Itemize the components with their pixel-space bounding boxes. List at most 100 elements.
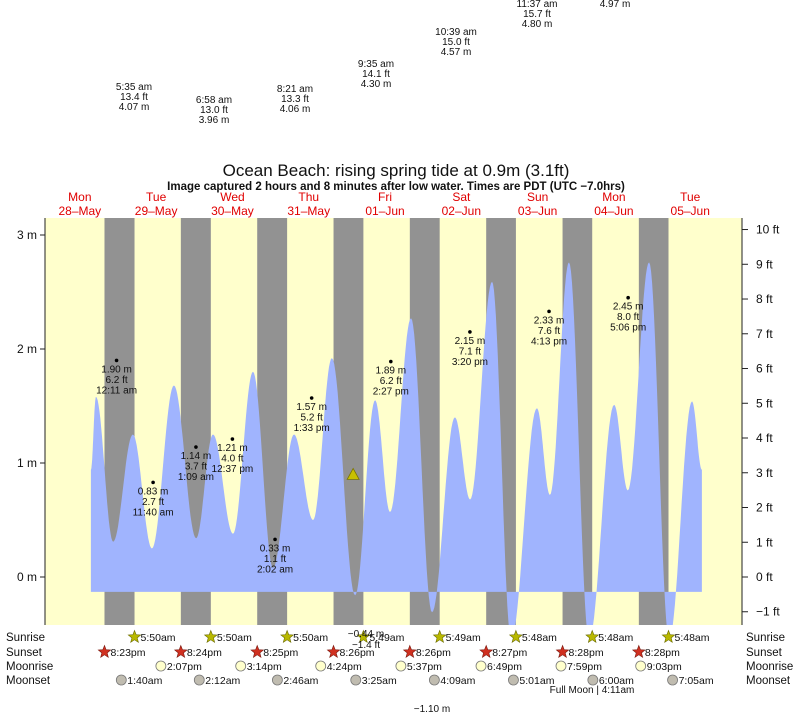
top-label: 5:35 am 13.4 ft 4.07 m xyxy=(115,82,153,113)
y-left-tick-label: 2 m xyxy=(17,342,37,356)
sunset-time: 8:27pm xyxy=(492,647,527,659)
low-label-bottom: −1.10 m xyxy=(414,704,450,713)
sunset-time: 8:25pm xyxy=(263,647,298,659)
y-right-tick-label: 8 ft xyxy=(756,292,773,306)
y-right-tick-label: 6 ft xyxy=(756,362,773,376)
day-name-label: Mon xyxy=(602,190,625,204)
y-left-tick-label: 3 m xyxy=(17,228,37,242)
moonset-time: 6:00am xyxy=(599,675,634,687)
day-name-label: Mon xyxy=(68,190,91,204)
tide-extreme-dot xyxy=(114,358,119,363)
moonrise-icon xyxy=(555,660,567,672)
day-date-label: 30–May xyxy=(211,204,254,218)
tide-extreme-label: 8.0 ft xyxy=(617,312,639,323)
current-tide-marker xyxy=(346,467,360,480)
moonrise-time: 5:37pm xyxy=(407,661,442,673)
sunset-icon xyxy=(326,644,341,658)
tide-extreme-label: 2:02 am xyxy=(257,564,293,575)
tide-extreme-label: 1.57 m xyxy=(296,402,327,413)
sunset-icon xyxy=(555,644,570,658)
y-right-tick-label: −1 ft xyxy=(756,605,780,619)
moonset-icon xyxy=(508,674,519,686)
tide-extreme-label: 3:20 pm xyxy=(452,357,488,368)
moonset-time: 2:12am xyxy=(205,675,240,687)
day-date-label: 04–Jun xyxy=(594,204,633,218)
top-label: 10:39 am 15.0 ft 4.57 m xyxy=(435,27,477,58)
moonrise-time: 3:14pm xyxy=(247,661,282,673)
sunrise-time: 5:49am xyxy=(446,632,481,644)
day-name-label: Thu xyxy=(298,190,319,204)
sunrise-time: 5:50am xyxy=(293,632,328,644)
tide-extreme-dot xyxy=(273,537,277,542)
tide-extreme-label: 12:11 am xyxy=(96,385,137,396)
day-name-label: Tue xyxy=(146,190,167,204)
y-left-tick-label: 0 m xyxy=(17,570,37,584)
sunset-icon xyxy=(631,644,646,658)
day-date-label: 02–Jun xyxy=(442,204,481,218)
sunset-time: 8:26pm xyxy=(416,647,451,659)
y-right-tick-label: 7 ft xyxy=(756,327,773,341)
day-date-label: 05–Jun xyxy=(671,204,710,218)
sunrise-icon xyxy=(356,629,371,643)
tide-extreme-label: 1:33 pm xyxy=(294,423,330,434)
sunset-icon xyxy=(479,644,494,658)
day-name-label: Sat xyxy=(452,190,471,204)
day-date-label: 31–May xyxy=(287,204,330,218)
tide-extreme-label: 2.15 m xyxy=(455,336,486,347)
row-label-right: Sunrise xyxy=(746,632,785,644)
day-date-label: 03–Jun xyxy=(518,204,557,218)
sunrise-icon xyxy=(280,629,295,643)
row-label-left: Sunset xyxy=(6,647,43,659)
tide-extreme-dot xyxy=(194,445,198,449)
y-left-tick-label: 1 m xyxy=(17,456,37,470)
tide-extreme-dot xyxy=(309,396,314,400)
tide-extreme-label: 4.0 ft xyxy=(221,454,243,465)
sunrise-icon xyxy=(432,629,447,643)
low-label-ft: −1.4 ft xyxy=(352,640,380,651)
full-moon-label: Full Moon | 4:11am xyxy=(550,685,635,696)
tide-extreme-label: 2.7 ft xyxy=(142,497,164,508)
sunrise-time: 5:50am xyxy=(217,632,252,644)
chart-subtitle: Image captured 2 hours and 8 minutes aft… xyxy=(167,181,625,193)
chart-title: Ocean Beach: rising spring tide at 0.9m … xyxy=(223,161,570,180)
sunrise-time: 5:49am xyxy=(369,632,404,644)
sunrise-time: 5:48am xyxy=(675,632,710,644)
sunset-icon xyxy=(250,644,265,658)
row-label-right: Sunset xyxy=(746,647,783,659)
sunrise-time: 5:50am xyxy=(141,632,176,644)
top-label: 8:21 am 13.3 ft 4.06 m xyxy=(276,84,314,115)
tide-extreme-label: 6.2 ft xyxy=(105,375,127,386)
tide-extreme-label: 5.2 ft xyxy=(301,413,323,424)
top-label: 11:37 am 15.7 ft 4.80 m xyxy=(516,0,558,30)
sunset-icon xyxy=(173,644,188,658)
sunrise-icon xyxy=(127,629,142,643)
sunset-time: 8:28pm xyxy=(569,647,604,659)
y-right-tick-label: 0 ft xyxy=(756,570,773,584)
sunrise-icon xyxy=(203,629,218,643)
day-date-label: 01–Jun xyxy=(365,204,404,218)
moonset-icon xyxy=(271,674,283,686)
tide-extreme-label: 0.33 m xyxy=(260,543,291,554)
row-label-right: Moonrise xyxy=(746,661,793,673)
sunrise-time: 5:48am xyxy=(598,632,633,644)
sunrise-time: 5:48am xyxy=(522,632,557,644)
sunset-time: 8:24pm xyxy=(187,647,222,659)
moonset-time: 4:09am xyxy=(440,675,475,687)
tide-extreme-dot xyxy=(151,480,155,485)
sunset-icon xyxy=(402,644,417,658)
moonrise-icon xyxy=(395,660,407,672)
moonrise-icon xyxy=(315,660,327,672)
tide-extreme-label: 6.2 ft xyxy=(380,376,402,387)
tide-extreme-dot xyxy=(230,437,235,441)
top-label: 4.97 m xyxy=(599,0,631,10)
y-right-tick-label: 10 ft xyxy=(756,223,780,237)
tide-extreme-label: 1.21 m xyxy=(217,443,248,454)
moonset-icon xyxy=(193,674,205,686)
y-right-tick-label: 5 ft xyxy=(756,396,773,410)
tide-extreme-label: 2.33 m xyxy=(534,315,565,326)
tide-extreme-label: 0.83 m xyxy=(138,486,169,497)
moonset-icon xyxy=(350,674,362,686)
y-right-tick-label: 2 ft xyxy=(756,501,773,515)
moonset-icon xyxy=(115,674,127,686)
